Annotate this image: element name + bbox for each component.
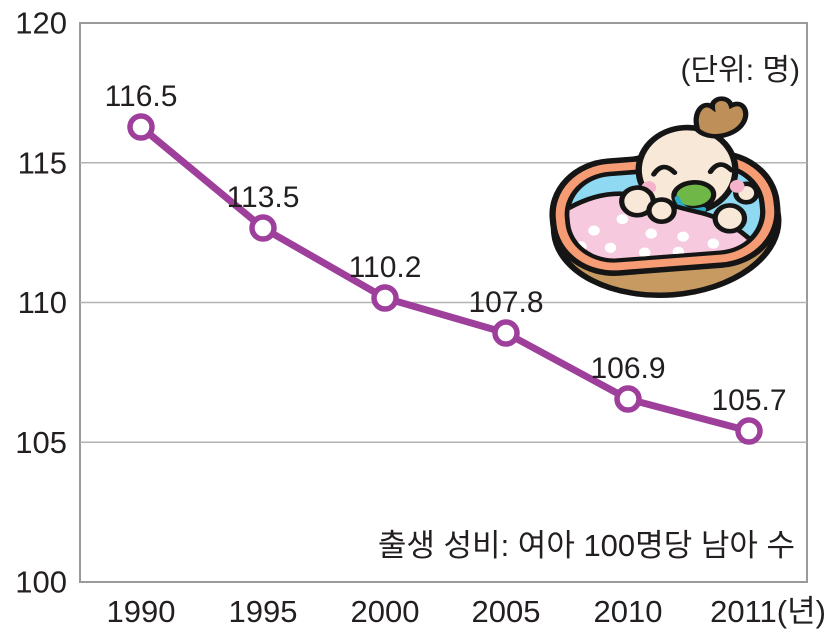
baby-face [635, 96, 760, 215]
x-tick-label: 2005 [472, 594, 541, 629]
y-tick-label: 100 [15, 565, 67, 600]
baby-hand-left2 [646, 197, 677, 224]
series-line [137, 123, 753, 435]
data-marker [127, 113, 155, 141]
baby-hair-icon [693, 96, 749, 139]
baby-eye-left [651, 164, 678, 177]
unit-annotation: (단위: 명) [681, 54, 800, 87]
y-tick-label: 115 [18, 145, 67, 180]
baby-hand-right [712, 203, 748, 234]
data-point-label: 105.7 [711, 384, 786, 417]
baby-eye-right [707, 162, 734, 175]
x-axis-labels: 1990 1995 2000 2005 2010 2011(년) [107, 594, 826, 629]
y-tick-label: 110 [18, 285, 67, 320]
x-tick-label: 1995 [229, 594, 298, 629]
x-tick-label: 2000 [351, 594, 420, 629]
data-marker [492, 319, 520, 347]
note-annotation: 출생 성비: 여아 100명당 남아 수 [378, 528, 795, 563]
data-marker [249, 214, 277, 242]
data-point-label: 110.2 [349, 251, 422, 284]
x-tick-label: 2011(년) [710, 594, 826, 629]
data-point-label: 116.5 [105, 80, 178, 113]
data-series: 116.5 113.5 110.2 107.8 106.9 105.7 [105, 80, 787, 445]
baby-cheek-right [729, 179, 745, 193]
y-axis-labels: 120 115 110 105 100 [15, 6, 67, 600]
data-point-label: 113.5 [227, 181, 300, 214]
y-tick-label: 105 [15, 425, 67, 460]
pacifier-icon [671, 180, 717, 211]
data-marker [614, 385, 642, 413]
y-tick-label: 120 [15, 6, 67, 41]
data-marker [735, 417, 763, 445]
x-tick-label: 2010 [594, 594, 663, 629]
data-point-label: 107.8 [468, 286, 543, 319]
data-marker [371, 284, 399, 312]
baby-in-basket-illustration [549, 96, 782, 298]
x-tick-label: 1990 [107, 594, 176, 629]
data-point-label: 106.9 [590, 352, 665, 385]
